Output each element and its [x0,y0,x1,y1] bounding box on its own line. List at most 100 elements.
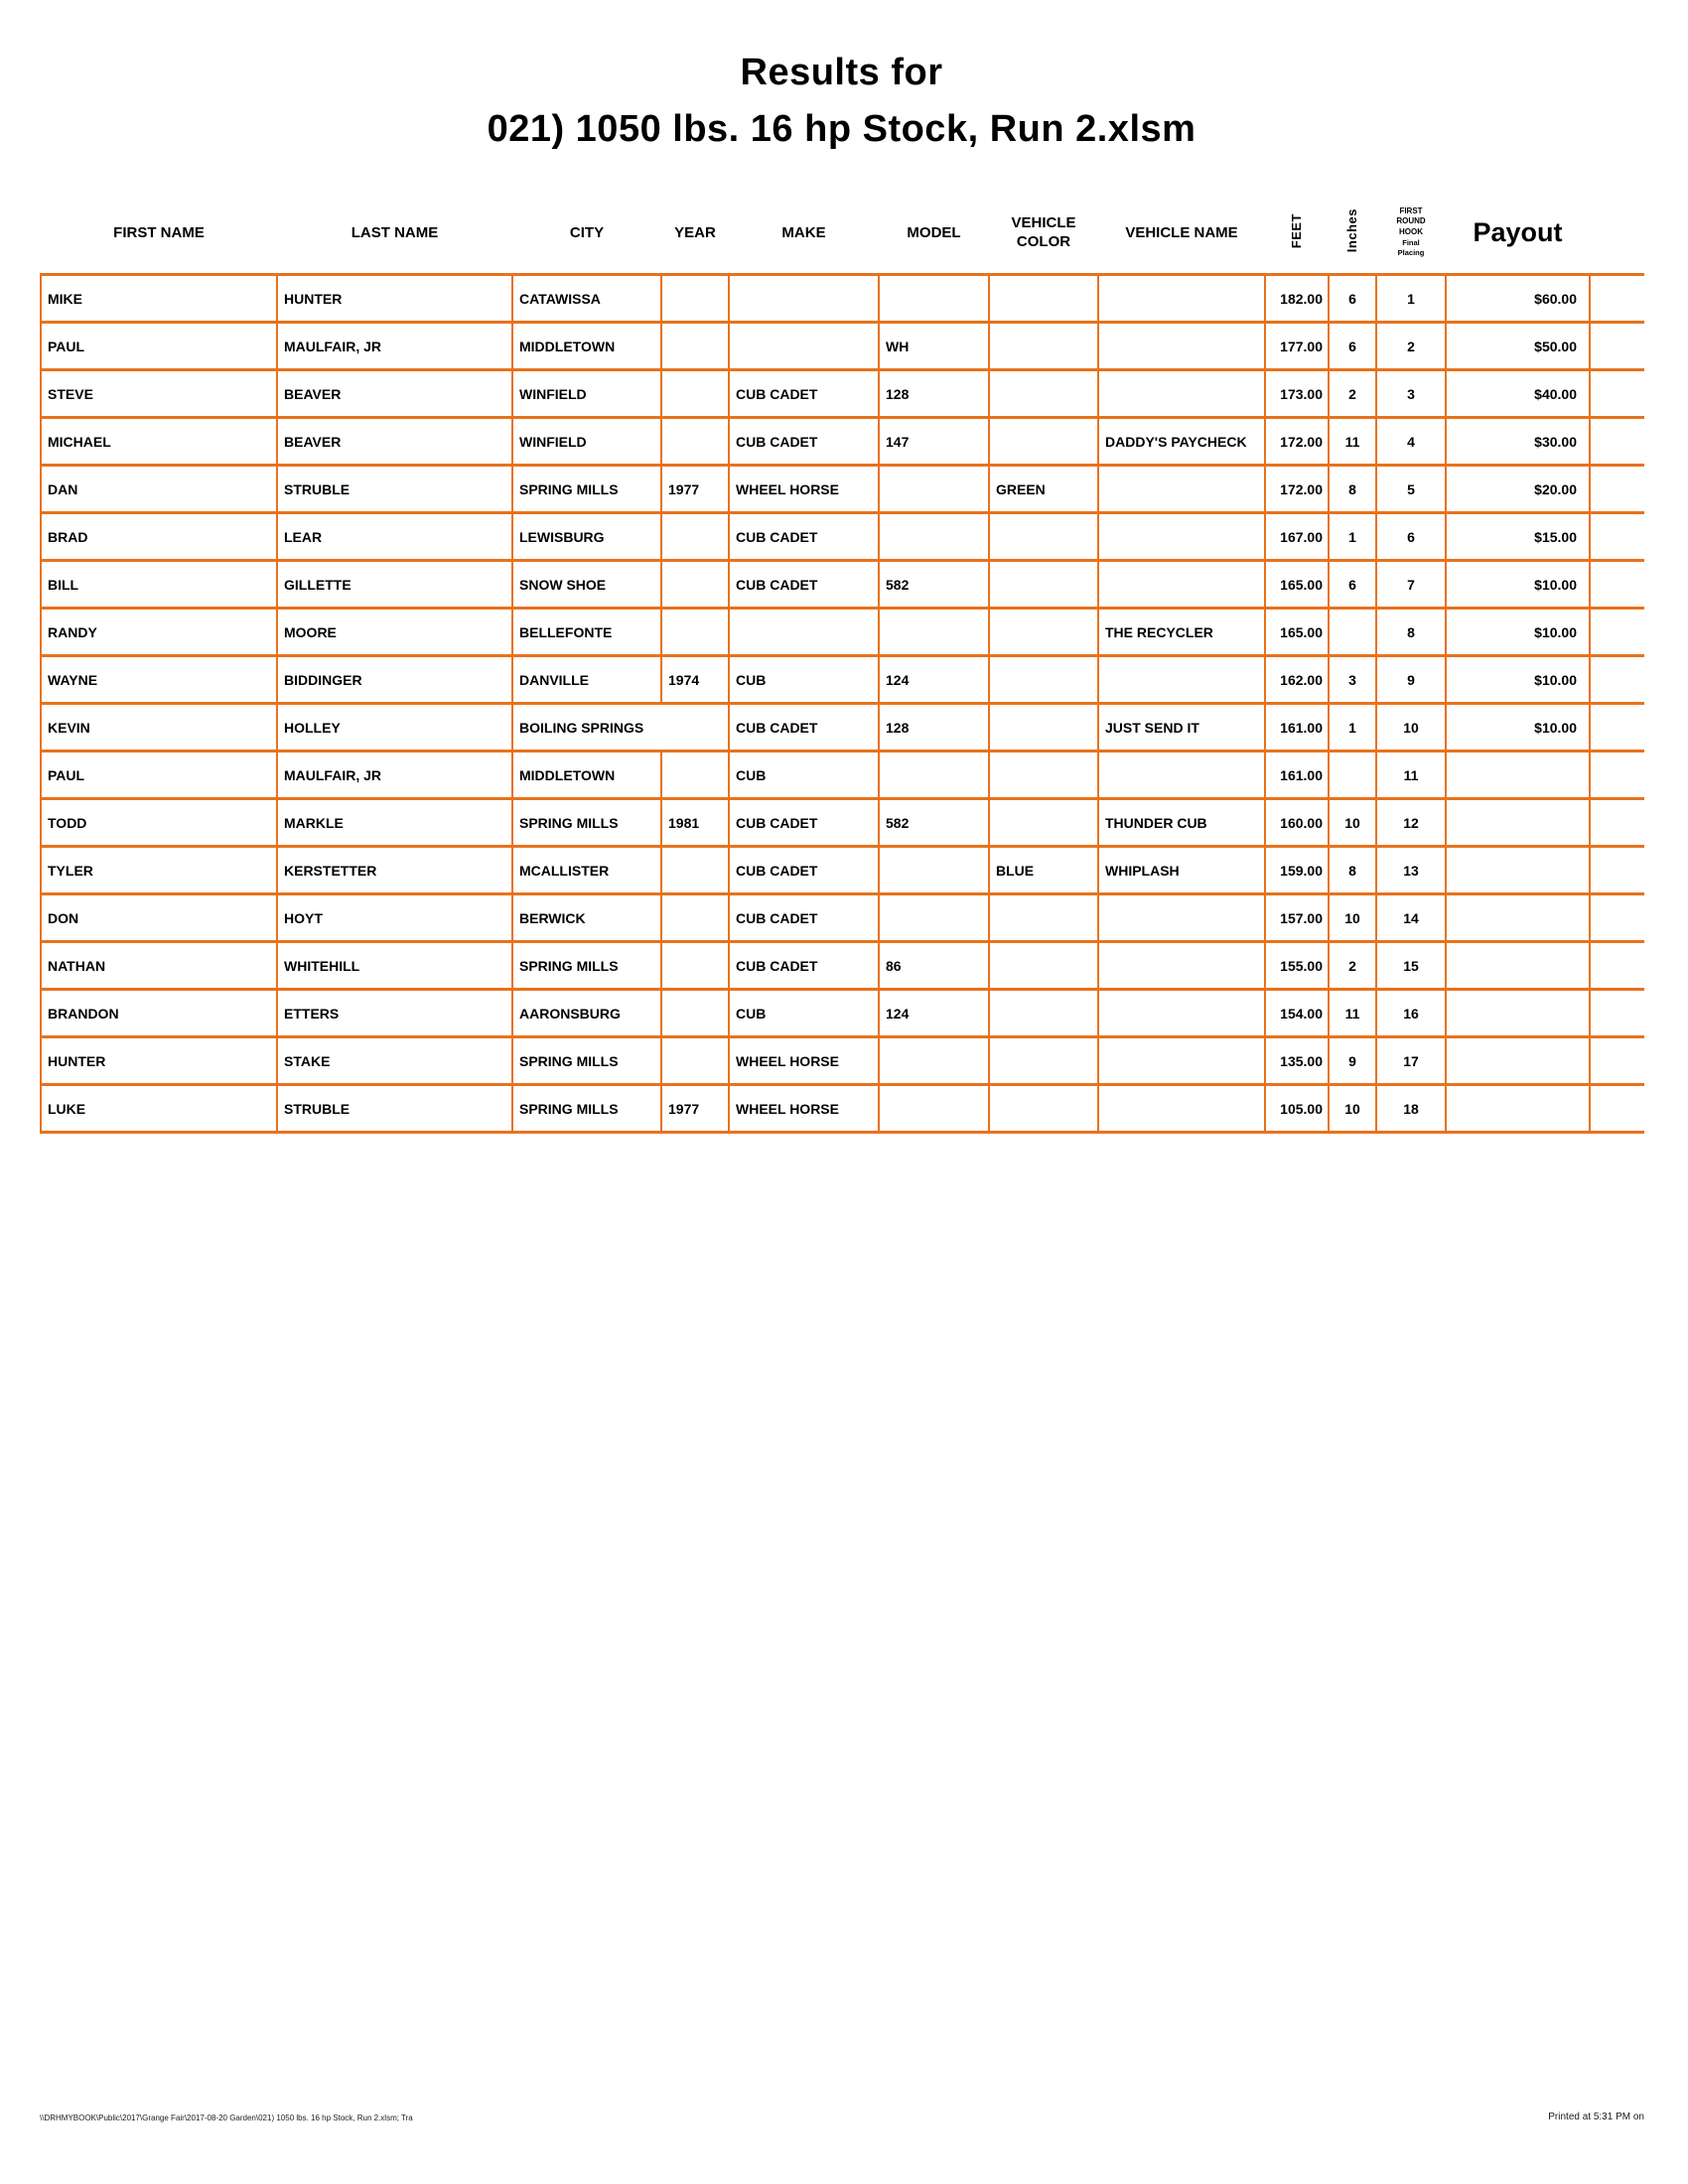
cell-hook: 4 [1375,416,1447,467]
column-header-make: MAKE [781,223,826,241]
cell-model [878,273,990,324]
cell-model: 147 [878,416,990,467]
table-row: TYLER KERSTETTER MCALLISTER CUB CADET BLUE WH… [40,845,1644,895]
cell-vehicle-name [1097,1035,1266,1086]
cell-vehicle-color [988,797,1099,848]
cell-last-name: WHITEHILL [276,940,513,991]
cell-inches: 1 [1328,511,1377,562]
cell-inches [1328,750,1377,800]
cell-make: CUB [728,750,880,800]
cell-inches: 6 [1328,321,1377,371]
cell-city: MIDDLETOWN [511,321,662,371]
cell-spacer [1589,368,1644,419]
cell-vehicle-color: BLUE [988,845,1099,895]
cell-hook: 17 [1375,1035,1447,1086]
table-row: BRAD LEAR LEWISBURG CUB CADET 167.00 1 6 $15.00 [40,511,1644,562]
cell-vehicle-name: JUST SEND IT [1097,702,1266,752]
column-header-hook: FIRST ROUND HOOK Final Placing [1396,205,1426,258]
cell-vehicle-name [1097,368,1266,419]
table-row: TODD MARKLE SPRING MILLS 1981 CUB CADET 582 TH… [40,797,1644,848]
cell-model [878,1035,990,1086]
cell-year [660,940,730,991]
cell-make: WHEEL HORSE [728,1083,880,1134]
table-row: LUKE STRUBLE SPRING MILLS 1977 WHEEL HORSE 10… [40,1083,1644,1134]
cell-vehicle-name: WHIPLASH [1097,845,1266,895]
cell-model: WH [878,321,990,371]
cell-make: CUB CADET [728,416,880,467]
cell-vehicle-name [1097,750,1266,800]
table-row: MICHAEL BEAVER WINFIELD CUB CADET 147 DADDY'S… [40,416,1644,467]
cell-vehicle-color [988,988,1099,1038]
cell-first-name: PAUL [40,321,278,371]
cell-city: SPRING MILLS [511,1035,662,1086]
cell-vehicle-color: GREEN [988,464,1099,514]
cell-make: CUB CADET [728,559,880,610]
cell-hook: 15 [1375,940,1447,991]
cell-vehicle-color [988,1035,1099,1086]
cell-make: CUB CADET [728,940,880,991]
cell-inches: 10 [1328,1083,1377,1134]
cell-vehicle-color [988,559,1099,610]
cell-payout [1445,988,1591,1038]
cell-vehicle-name [1097,940,1266,991]
cell-hook: 10 [1375,702,1447,752]
cell-make: CUB CADET [728,797,880,848]
cell-first-name: BRANDON [40,988,278,1038]
cell-spacer [1589,416,1644,467]
cell-hook: 13 [1375,845,1447,895]
column-header-model: MODEL [907,223,961,241]
cell-year [660,368,730,419]
cell-feet: 172.00 [1264,416,1330,467]
cell-model [878,892,990,943]
cell-spacer [1589,321,1644,371]
cell-city: SPRING MILLS [511,940,662,991]
table-row: KEVIN HOLLEY BOILING SPRINGS CUB CADET 128 JU… [40,702,1644,752]
cell-model [878,750,990,800]
column-header-last-name: LAST NAME [351,223,439,241]
cell-vehicle-color [988,511,1099,562]
cell-spacer [1589,654,1644,705]
cell-feet: 161.00 [1264,750,1330,800]
cell-spacer [1589,988,1644,1038]
cell-make: CUB CADET [728,368,880,419]
cell-hook: 5 [1375,464,1447,514]
cell-hook: 8 [1375,607,1447,657]
cell-feet: 105.00 [1264,1083,1330,1134]
cell-feet: 173.00 [1264,368,1330,419]
cell-model [878,845,990,895]
cell-payout: $60.00 [1445,273,1591,324]
cell-vehicle-color [988,1083,1099,1134]
cell-inches: 11 [1328,416,1377,467]
cell-inches: 2 [1328,368,1377,419]
cell-feet: 135.00 [1264,1035,1330,1086]
cell-spacer [1589,750,1644,800]
cell-last-name: STAKE [276,1035,513,1086]
cell-year [660,607,730,657]
table-row: STEVE BEAVER WINFIELD CUB CADET 128 173.00 2 3 $… [40,368,1644,419]
cell-vehicle-color [988,321,1099,371]
cell-city: BOILING SPRINGS [511,702,730,752]
cell-year [660,511,730,562]
cell-last-name: BEAVER [276,416,513,467]
cell-first-name: NATHAN [40,940,278,991]
cell-city: CATAWISSA [511,273,662,324]
table-row: DAN STRUBLE SPRING MILLS 1977 WHEEL HORSE GRE… [40,464,1644,514]
cell-city: DANVILLE [511,654,662,705]
cell-last-name: STRUBLE [276,1083,513,1134]
cell-make: CUB CADET [728,511,880,562]
cell-make: CUB CADET [728,845,880,895]
cell-model [878,511,990,562]
column-header-feet: FEET [1288,212,1304,248]
cell-model: 582 [878,797,990,848]
cell-city: LEWISBURG [511,511,662,562]
table-header-row: FIRST NAME LAST NAME CITY YEAR MAKE MODEL VEHI… [41,194,1644,275]
column-header-inches: Inches [1343,208,1359,253]
cell-vehicle-name [1097,1083,1266,1134]
cell-payout [1445,940,1591,991]
cell-spacer [1589,1083,1644,1134]
cell-hook: 6 [1375,511,1447,562]
cell-payout: $10.00 [1445,559,1591,610]
cell-vehicle-name [1097,273,1266,324]
column-header-vehicle-name: VEHICLE NAME [1125,223,1238,241]
